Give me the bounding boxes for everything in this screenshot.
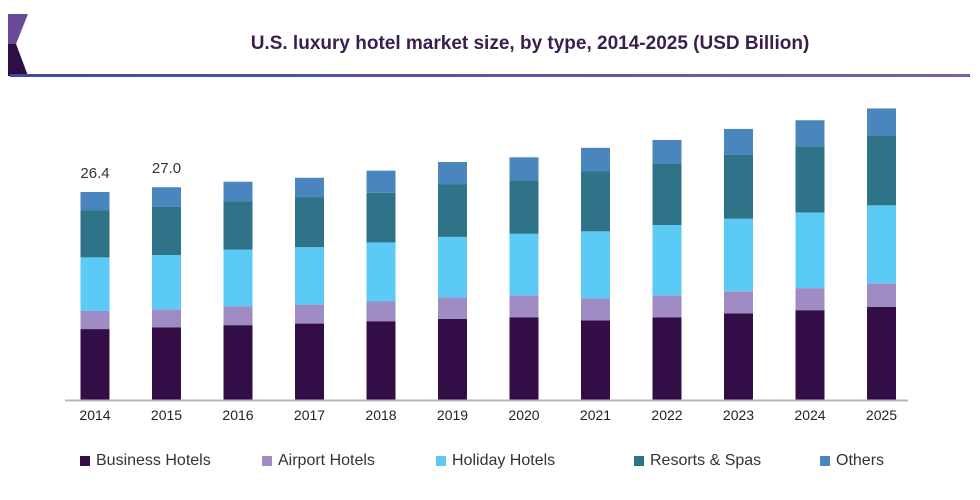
data-label-total: 27.0: [152, 160, 181, 177]
bar-segment-others-2020: [509, 157, 539, 181]
bar-segment-business-hotels-2024: [795, 310, 825, 400]
bar-segment-airport-hotels-2015: [152, 309, 181, 328]
bar-segment-resorts-spas-2017: [295, 197, 324, 248]
legend-item: Airport Hotels: [262, 452, 375, 470]
bar-segment-resorts-spas-2024: [795, 146, 825, 213]
legend-swatch: [262, 456, 272, 466]
bar-segment-holiday-hotels-2021: [581, 231, 610, 299]
bar-segment-business-hotels-2017: [295, 323, 324, 400]
bar-segment-holiday-hotels-2019: [438, 236, 467, 298]
bar-segment-airport-hotels-2017: [295, 304, 324, 324]
bar-segment-holiday-hotels-2025: [867, 205, 896, 284]
legend-item: Others: [820, 452, 884, 470]
bar-segment-holiday-hotels-2024: [795, 212, 825, 289]
bar-segment-holiday-hotels-2020: [509, 233, 539, 296]
bar-segment-others-2025: [867, 108, 896, 136]
legend-label: Holiday Hotels: [452, 452, 556, 469]
stacked-bar-chart: 2014 26.4 2015 27.0 2016 2017 2018 2019 2020 2021…: [65, 108, 908, 423]
brand-logo: [8, 14, 28, 76]
bar-segment-others-2023: [724, 128, 753, 155]
bar-segment-resorts-spas-2025: [867, 135, 896, 206]
legend-item: Business Hotels: [80, 452, 211, 470]
bar-segment-airport-hotels-2025: [867, 283, 896, 308]
x-tick-label: 2017: [294, 407, 325, 423]
legend-swatch: [436, 456, 446, 466]
bar-segment-airport-hotels-2020: [509, 295, 539, 318]
bar-segment-others-2016: [223, 181, 253, 202]
chart-title: U.S. luxury hotel market size, by type, …: [250, 33, 810, 54]
bar-segment-business-hotels-2025: [867, 307, 896, 400]
legend: Business Hotels Airport Hotels Holiday Hot…: [0, 452, 980, 474]
bar-segment-others-2022: [652, 139, 682, 164]
x-tick-label: 2014: [79, 407, 110, 423]
x-tick-label: 2020: [508, 407, 539, 423]
bar-segment-holiday-hotels-2018: [366, 242, 396, 302]
bar-segment-resorts-spas-2021: [581, 171, 610, 232]
bar-segment-resorts-spas-2020: [509, 180, 539, 234]
bar-segment-resorts-spas-2018: [366, 192, 396, 243]
x-tick-label: 2018: [365, 407, 396, 423]
bar-segment-airport-hotels-2019: [438, 297, 467, 319]
title-divider: [10, 74, 970, 77]
bar-segment-others-2019: [438, 162, 467, 185]
bar-segment-business-hotels-2018: [366, 321, 396, 400]
bar-segment-holiday-hotels-2017: [295, 247, 324, 305]
bar-segment-holiday-hotels-2015: [152, 255, 181, 310]
legend-swatch: [80, 456, 90, 466]
bar-segment-others-2017: [295, 177, 324, 198]
bar-segment-business-hotels-2022: [652, 317, 682, 400]
legend-label: Airport Hotels: [278, 452, 375, 469]
x-tick-label: 2019: [437, 407, 468, 423]
bar-segment-holiday-hotels-2023: [724, 218, 753, 292]
bar-segment-business-hotels-2020: [509, 317, 539, 400]
x-tick-label: 2015: [151, 407, 182, 423]
bar-segment-resorts-spas-2022: [652, 163, 682, 226]
bar-segment-business-hotels-2014: [80, 329, 110, 400]
bar-segment-airport-hotels-2022: [652, 295, 682, 318]
legend-label: Others: [836, 452, 885, 469]
legend-label: Resorts & Spas: [650, 452, 762, 469]
bar-segment-business-hotels-2021: [581, 320, 610, 400]
x-tick-label: 2025: [866, 407, 897, 423]
x-tick-label: 2024: [794, 407, 825, 423]
legend-swatch: [820, 456, 830, 466]
bar-segment-holiday-hotels-2014: [80, 257, 110, 311]
x-tick-label: 2016: [222, 407, 253, 423]
bar-segment-others-2024: [795, 120, 825, 147]
bar-segment-business-hotels-2016: [223, 325, 253, 400]
bar-segment-others-2018: [366, 170, 396, 193]
legend-item: Holiday Hotels: [436, 452, 555, 470]
bar-segment-resorts-spas-2016: [223, 201, 253, 250]
bar-segment-airport-hotels-2018: [366, 301, 396, 322]
bar-segment-resorts-spas-2023: [724, 154, 753, 219]
bar-segment-business-hotels-2023: [724, 313, 753, 400]
bar-segment-business-hotels-2015: [152, 327, 181, 400]
bar-segment-airport-hotels-2021: [581, 298, 610, 321]
bar-segment-holiday-hotels-2016: [223, 249, 253, 307]
bar-segment-others-2015: [152, 187, 181, 207]
legend-swatch: [634, 456, 644, 466]
bar-segment-others-2021: [581, 147, 610, 172]
bar-segment-holiday-hotels-2022: [652, 225, 682, 296]
bar-segment-resorts-spas-2014: [80, 210, 110, 258]
bar-segment-resorts-spas-2019: [438, 184, 467, 237]
x-tick-label: 2022: [651, 407, 682, 423]
data-label-total: 26.4: [80, 165, 109, 182]
bar-segment-resorts-spas-2015: [152, 206, 181, 256]
legend-item: Resorts & Spas: [634, 452, 761, 470]
bar-segment-airport-hotels-2023: [724, 291, 753, 314]
x-tick-label: 2021: [580, 407, 611, 423]
x-tick-label: 2023: [723, 407, 754, 423]
bar-segment-airport-hotels-2024: [795, 288, 825, 311]
legend-label: Business Hotels: [96, 452, 211, 469]
bar-segment-airport-hotels-2014: [80, 310, 110, 330]
bar-segment-business-hotels-2019: [438, 318, 467, 400]
bar-segment-airport-hotels-2016: [223, 306, 253, 326]
bar-segment-others-2014: [80, 191, 110, 211]
